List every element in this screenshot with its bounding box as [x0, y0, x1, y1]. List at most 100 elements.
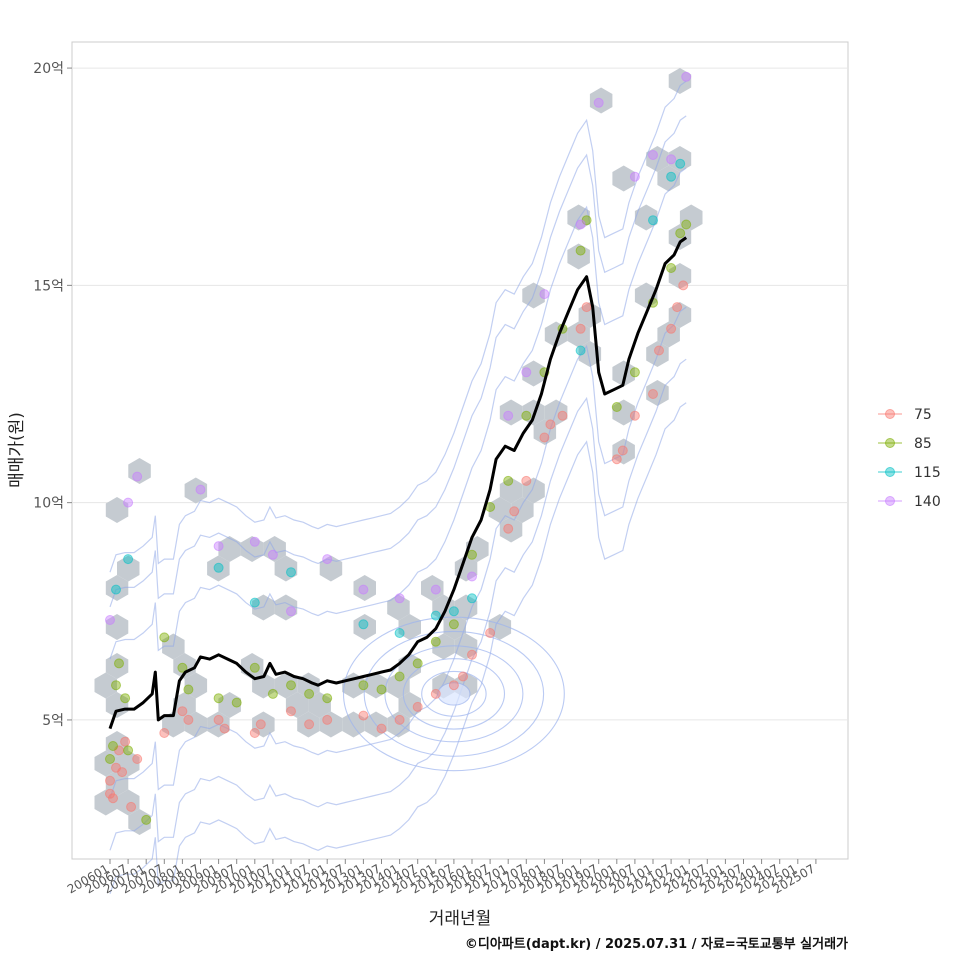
hexbin-cell — [668, 68, 692, 94]
density-contour-ring — [402, 658, 506, 730]
point-75 — [430, 688, 441, 699]
hexbin-cell — [94, 672, 117, 699]
point-75 — [448, 680, 459, 691]
hexbin-cell — [117, 555, 140, 582]
point-85 — [448, 619, 459, 630]
point-140 — [249, 536, 260, 547]
point-75 — [557, 410, 568, 421]
hexbin-cell — [117, 750, 140, 777]
x-axis-ticks: 2006012006072007012007072008012008072009… — [65, 859, 817, 897]
point-85 — [111, 680, 121, 691]
point-85 — [249, 662, 260, 673]
point-75 — [322, 714, 333, 725]
density-contour-ring — [342, 616, 565, 772]
point-85 — [358, 680, 369, 691]
point-140 — [267, 549, 278, 560]
hexbin-cell — [387, 672, 410, 699]
point-85 — [286, 680, 296, 691]
y-tick-label: 5억 — [42, 713, 64, 729]
point-75 — [412, 701, 423, 712]
hexbin-cell — [612, 399, 635, 426]
point-85 — [666, 263, 677, 273]
point-85 — [105, 754, 115, 764]
hexbin-cell — [668, 224, 692, 250]
y-tick-label: 15억 — [33, 278, 64, 294]
point-85 — [376, 684, 387, 695]
point-75 — [394, 714, 405, 725]
hexbin-cell — [105, 692, 129, 718]
hexbin-cell — [511, 497, 534, 523]
hexbin-cell — [297, 711, 320, 738]
hexbin-cell — [668, 302, 692, 328]
point-140 — [467, 571, 477, 582]
trend-line-layer — [108, 236, 688, 730]
density-contour — [109, 358, 687, 851]
point-140 — [213, 541, 224, 552]
point-85 — [108, 741, 118, 751]
point-115 — [448, 606, 459, 617]
hexbin-cell — [105, 653, 129, 679]
legend-label: 85 — [914, 436, 932, 452]
legend-key-point — [885, 409, 895, 419]
y-axis-ticks: 5억 10억 15억 20억 — [33, 61, 72, 729]
point-85 — [304, 688, 315, 699]
hexbin-cell — [274, 555, 298, 582]
point-75 — [509, 506, 520, 517]
hexbin-cell — [207, 555, 230, 582]
density-contour-ring — [363, 630, 545, 757]
point-85 — [503, 475, 514, 486]
hexbin-cell — [646, 146, 669, 172]
hexbin-cell — [184, 711, 208, 738]
hexbin-cell — [499, 516, 523, 543]
hexbin-cell — [105, 575, 129, 601]
hexbin-cell — [162, 711, 185, 738]
legend: 75 85 115 140 — [878, 407, 941, 510]
legend-label: 140 — [914, 494, 941, 510]
point-85 — [467, 549, 477, 560]
hexbin-cell — [657, 321, 680, 348]
hexbin-cell — [105, 497, 129, 523]
point-75 — [575, 323, 586, 334]
point-140 — [105, 615, 115, 625]
point-75 — [358, 710, 369, 721]
density-contour — [109, 167, 687, 660]
point-85 — [120, 693, 131, 704]
point-75 — [126, 801, 137, 812]
hexbin-cell — [421, 575, 444, 601]
point-75 — [132, 754, 143, 764]
point-75 — [286, 706, 296, 717]
point-75 — [117, 767, 128, 778]
density-contour — [109, 402, 687, 894]
scatter-points — [105, 71, 692, 825]
point-140 — [195, 484, 206, 495]
point-115 — [286, 567, 296, 578]
hexbin-cell — [589, 87, 613, 114]
point-75 — [213, 714, 224, 725]
hexbin-cell — [679, 204, 703, 231]
density-contour — [109, 80, 687, 573]
point-75 — [581, 302, 592, 313]
point-85 — [629, 367, 640, 378]
point-85 — [267, 688, 278, 699]
hexbin-layer — [94, 68, 703, 835]
legend-label: 75 — [914, 407, 932, 423]
point-115 — [575, 345, 586, 356]
hexbin-cell — [522, 477, 545, 504]
legend-key-point — [885, 438, 895, 448]
point-75 — [648, 389, 658, 399]
point-75 — [617, 445, 628, 456]
point-75 — [467, 649, 477, 660]
point-75 — [219, 723, 230, 734]
hexbin-cell — [387, 594, 410, 621]
point-75 — [672, 302, 683, 313]
hexbin-cell — [274, 672, 298, 699]
point-85 — [114, 658, 124, 669]
point-85 — [123, 745, 134, 756]
hexbin-cell — [364, 672, 388, 699]
hexbin-cell — [522, 360, 545, 387]
point-140 — [575, 219, 586, 230]
hexbin-cell — [274, 594, 298, 621]
hexbin-cell — [353, 614, 376, 640]
point-75 — [666, 323, 677, 334]
point-85 — [322, 693, 333, 704]
